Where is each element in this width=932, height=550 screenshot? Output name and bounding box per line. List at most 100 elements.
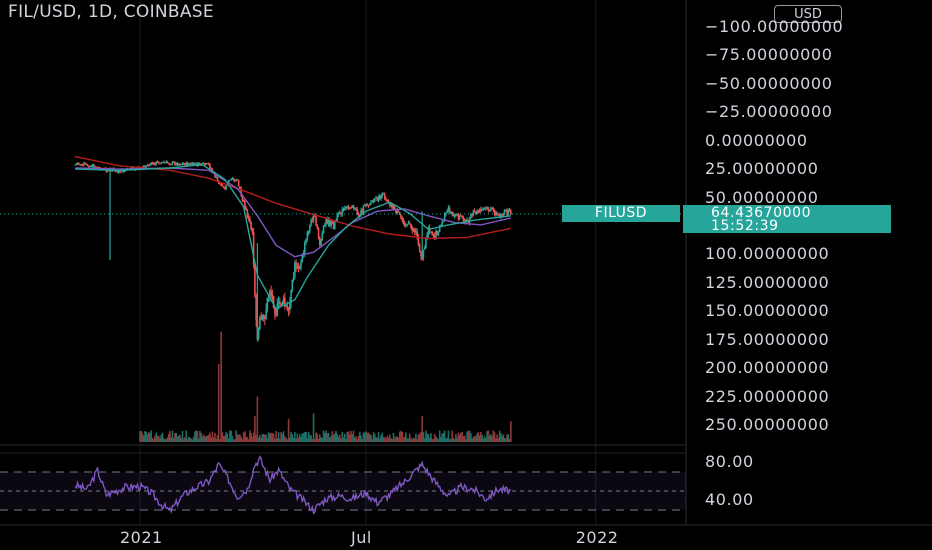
volume-bar — [391, 439, 394, 442]
candle-body — [97, 167, 100, 169]
candle-body — [495, 212, 497, 215]
volume-bar — [437, 439, 440, 442]
volume-bar — [259, 434, 261, 442]
candle-body — [355, 207, 357, 210]
volume-bar — [333, 433, 336, 442]
volume-bar — [150, 430, 153, 442]
volume-bar — [161, 432, 164, 442]
candle-body — [264, 317, 266, 319]
candle-body — [192, 162, 195, 165]
volume-bar — [386, 435, 389, 442]
volume-bar — [197, 438, 200, 442]
candle-body — [510, 210, 512, 215]
volume-bar — [343, 433, 346, 442]
candle-body — [493, 210, 496, 215]
volume-bar — [487, 430, 490, 442]
volume-bar — [427, 434, 430, 442]
candle-body — [477, 210, 480, 212]
ma-slow-line — [74, 155, 511, 240]
volume-bar — [398, 431, 401, 442]
volume-bar — [314, 439, 316, 442]
volume-bar — [405, 432, 407, 442]
candle-body — [460, 215, 462, 217]
volume-bar — [388, 434, 391, 442]
volume-bar — [211, 431, 214, 442]
currency-button[interactable]: USD — [774, 5, 842, 23]
volume-bar — [353, 437, 356, 442]
volume-bar — [448, 439, 451, 442]
volume-bar — [301, 433, 304, 442]
candle-body — [501, 214, 503, 216]
volume-bar — [463, 435, 466, 442]
volume-bar — [441, 433, 443, 442]
volume-bar — [443, 430, 446, 442]
candle-body — [319, 237, 321, 246]
volume-bar — [395, 436, 397, 442]
volume-bar — [247, 439, 250, 442]
candle-body — [282, 297, 285, 303]
candle-body — [411, 227, 413, 231]
volume-bar — [376, 437, 379, 442]
candle-body — [388, 203, 391, 206]
volume-bar — [175, 432, 178, 442]
candle-body — [162, 162, 165, 164]
candle-body — [219, 183, 221, 185]
candle-body — [88, 165, 90, 168]
volume-bar — [217, 364, 220, 442]
candle-body — [401, 217, 404, 220]
volume-bar — [367, 432, 370, 442]
volume-bar — [387, 437, 390, 442]
candle-body — [191, 162, 194, 165]
candle-body — [270, 291, 272, 295]
candle-body — [255, 294, 257, 320]
candle-body — [79, 164, 81, 166]
volume-bar — [230, 430, 232, 442]
volume-bar — [467, 430, 470, 442]
candle-body — [117, 170, 120, 173]
candle-body — [189, 163, 191, 165]
candle-body — [267, 296, 270, 299]
candle-body — [160, 162, 163, 164]
candle-body — [337, 212, 340, 216]
price-tick-label: −25.00000000 — [705, 102, 833, 122]
volume-bar — [154, 435, 156, 442]
candle-body — [169, 163, 171, 165]
volume-bar — [262, 433, 265, 442]
volume-bar — [430, 433, 432, 442]
candle-body — [395, 210, 397, 214]
volume-bar — [461, 431, 463, 442]
candle-body — [234, 180, 236, 182]
candle-body — [498, 214, 501, 218]
candle-body — [473, 210, 476, 212]
volume-bar — [385, 438, 387, 442]
volume-bar — [486, 431, 488, 442]
volume-bar — [322, 430, 325, 442]
volume-bar — [483, 436, 486, 442]
candle-body — [152, 162, 155, 165]
volume-bar — [184, 437, 186, 442]
volume-bar — [286, 439, 289, 442]
volume-bar — [176, 436, 179, 442]
price-tick-label: 200.00000000 — [705, 358, 830, 378]
volume-bar — [225, 432, 227, 442]
candle-body — [221, 185, 224, 187]
candle-body — [365, 204, 367, 206]
candle-body — [157, 161, 160, 164]
volume-bar — [320, 437, 322, 442]
volume-bar — [295, 438, 297, 442]
volume-bar — [368, 434, 371, 442]
volume-bar — [264, 434, 266, 442]
candle-body — [161, 162, 164, 164]
volume-bar — [415, 433, 417, 442]
candle-body — [269, 291, 271, 297]
volume-bar — [381, 432, 384, 442]
volume-bar — [477, 432, 480, 442]
volume-bar — [299, 434, 301, 442]
candle-body — [423, 248, 426, 250]
volume-bar — [157, 435, 160, 442]
candle-body — [146, 165, 149, 167]
candle-body — [417, 236, 420, 245]
candle-body — [391, 204, 394, 209]
candle-body — [507, 210, 510, 216]
